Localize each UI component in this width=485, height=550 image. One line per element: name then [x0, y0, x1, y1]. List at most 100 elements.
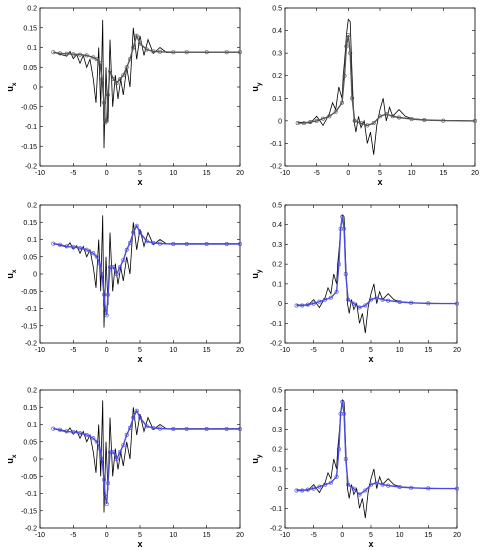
data-point-marker	[342, 73, 347, 78]
plot-frame	[284, 204, 458, 344]
x-tick-label: 15	[424, 347, 432, 354]
y-tick-label: 0.05	[23, 254, 37, 261]
data-point-marker	[94, 439, 99, 444]
y-tick-label: 0.3	[272, 51, 282, 58]
data-point-marker	[64, 244, 69, 249]
data-point-marker	[374, 295, 379, 300]
y-tick-label: 0.1	[272, 96, 282, 103]
data-point-marker	[144, 239, 149, 244]
x-tick-label: 20	[236, 532, 244, 539]
y-tick-label: 0.2	[272, 447, 282, 454]
x-tick-label: 15	[203, 170, 211, 177]
x-tick-label: 0	[105, 170, 109, 177]
x-tick-label: 10	[169, 170, 177, 177]
data-point-marker	[131, 230, 136, 235]
data-point-marker	[158, 241, 163, 246]
data-point-marker	[386, 483, 391, 488]
y-tick-label: 0.4	[272, 28, 282, 35]
data-point-marker	[300, 488, 305, 493]
x-axis-label: x	[368, 539, 373, 549]
x-tick-label: 10	[408, 170, 416, 177]
y-tick-label: -0.1	[25, 124, 37, 131]
data-point-marker	[78, 52, 83, 57]
y-axis-label: uy	[250, 82, 263, 92]
data-point-marker	[409, 117, 414, 122]
x-tick-label: -5	[70, 347, 76, 354]
data-point-marker	[294, 488, 299, 493]
data-point-marker	[344, 44, 349, 49]
x-tick-label: 20	[236, 347, 244, 354]
y-axis-label-main: u	[250, 86, 260, 92]
data-point-marker	[111, 265, 116, 270]
data-point-marker	[64, 51, 69, 56]
x-tick-label: 10	[169, 532, 177, 539]
x-axis-label: x	[377, 177, 382, 187]
x-tick-label: 20	[453, 532, 461, 539]
x-axis-label: x	[368, 354, 373, 364]
y-tick-label: -0.15	[21, 144, 37, 151]
y-axis-label: ux	[5, 82, 18, 92]
data-point-marker	[422, 118, 427, 123]
data-point-marker	[377, 114, 382, 119]
x-tick-label: -10	[35, 170, 45, 177]
y-tick-label: 0.3	[272, 242, 282, 249]
data-point-marker	[51, 426, 56, 431]
chart-panel-1: -10 -5 0 5 10 15 20 -0.2 -0.15 -0.1 -0.05 0 0.05 0.1 0…	[5, 6, 244, 188]
series-line-solid	[296, 214, 458, 334]
y-tick-label: 0.15	[23, 405, 37, 412]
data-point-marker	[311, 486, 316, 491]
y-axis-label-subscript: x	[11, 454, 18, 458]
x-tick-label: 5	[138, 170, 142, 177]
data-point-marker	[340, 399, 345, 404]
x-tick-label: -10	[35, 532, 45, 539]
chart-panel-6: -10 -5 0 5 10 15 20 -0.2 -0.1 0 0.1 0.2 0.3 0.4 0.5 x uy	[250, 388, 461, 550]
data-point-marker	[365, 123, 370, 128]
data-point-marker	[351, 486, 356, 491]
data-point-marker	[151, 240, 156, 245]
data-point-marker	[368, 482, 373, 487]
data-point-marker	[357, 492, 362, 497]
data-point-marker	[184, 426, 189, 431]
y-tick-label: 0.4	[272, 407, 282, 414]
x-tick-label: 5	[369, 347, 373, 354]
x-tick-label: 5	[369, 532, 373, 539]
x-axis-label: x	[137, 354, 142, 364]
y-tick-label: 0.2	[272, 262, 282, 269]
data-point-marker	[300, 303, 305, 308]
y-tick-label: 0.5	[272, 203, 282, 210]
data-point-marker	[308, 120, 313, 125]
y-tick-label: 0.5	[272, 6, 282, 13]
data-point-marker	[224, 50, 229, 55]
data-point-marker	[384, 112, 389, 117]
series-line-solid	[297, 18, 476, 155]
y-tick-label: 0.05	[23, 439, 37, 446]
x-tick-label: 0	[105, 532, 109, 539]
data-point-marker	[380, 297, 385, 302]
data-point-marker	[472, 118, 477, 123]
data-point-marker	[352, 118, 357, 123]
data-point-marker	[118, 450, 123, 455]
y-tick-label: -0.05	[21, 474, 37, 481]
y-axis-label-main: u	[250, 458, 260, 464]
series-line-markers	[296, 216, 458, 309]
y-tick-label: 0.2	[272, 73, 282, 80]
y-tick-label: -0.2	[270, 341, 282, 348]
data-point-marker	[171, 242, 176, 247]
data-point-marker	[98, 61, 103, 66]
data-point-marker	[238, 426, 243, 431]
data-point-marker	[102, 100, 107, 105]
y-tick-label: -0.05	[21, 104, 37, 111]
data-point-marker	[71, 430, 76, 435]
data-point-marker	[106, 292, 111, 297]
data-point-marker	[51, 241, 56, 246]
data-point-marker	[368, 297, 373, 302]
data-point-marker	[386, 298, 391, 303]
data-point-marker	[348, 51, 353, 56]
y-tick-label: -0.1	[270, 506, 282, 513]
x-tick-label: 15	[203, 532, 211, 539]
y-tick-label: 0.1	[272, 281, 282, 288]
data-point-marker	[106, 481, 111, 486]
data-point-marker	[121, 73, 126, 78]
y-axis-label: ux	[5, 454, 18, 464]
